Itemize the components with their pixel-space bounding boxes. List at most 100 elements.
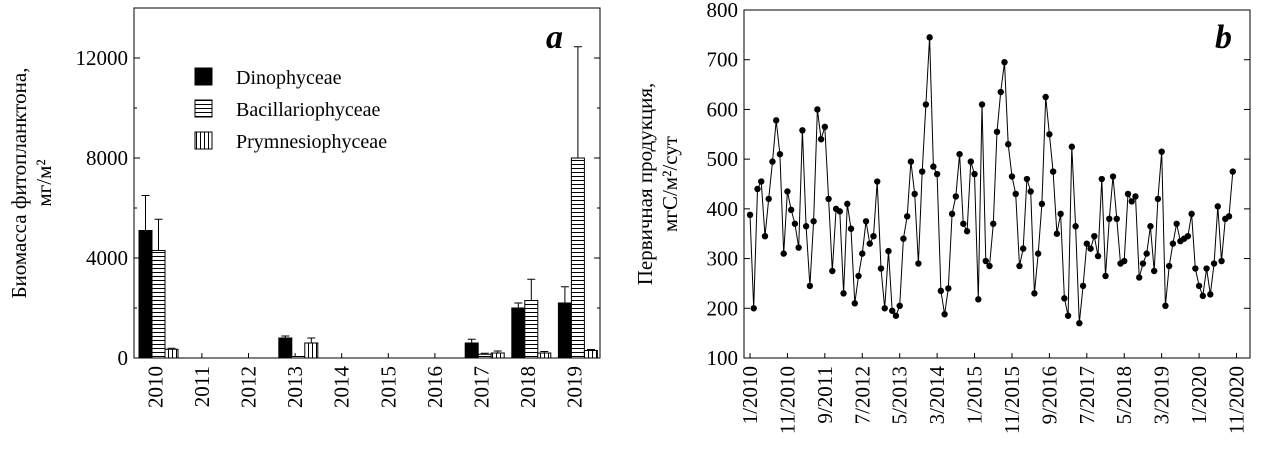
- panel-a-bar: [278, 337, 293, 359]
- panel-a-y-tick-labels: 0 4000 8000 12000: [76, 46, 129, 370]
- panel-b-ytick-label: 100: [707, 346, 739, 370]
- panel-b-y-tick-labels: 100 200 300 400 500 600 700 800: [707, 0, 739, 370]
- panel-a-xtick-label: 2012: [237, 366, 261, 408]
- panel-a-bar: [304, 342, 319, 359]
- panel-b-data-point: [1079, 282, 1087, 290]
- panel-b-data-point: [814, 106, 821, 113]
- panel-b-data-point: [825, 195, 832, 203]
- panel-b-data-point: [1012, 190, 1019, 198]
- panel-b-data-point: [877, 265, 885, 272]
- panel-b-data-point: [840, 290, 847, 297]
- panel-b-data-point: [1076, 320, 1083, 327]
- panel-b-axis-ticks: [744, 9, 1250, 359]
- panel-b-xtick-label: 1/2010: [738, 366, 762, 424]
- panel-b-data-point: [933, 170, 941, 178]
- panel-b-xtick-label: 11/2020: [1225, 366, 1249, 434]
- panel-b-data-point: [784, 188, 791, 195]
- panel-a-letter: a: [546, 19, 563, 56]
- panel-b-data-point: [1143, 250, 1150, 257]
- panel-b-data-point: [1229, 168, 1236, 175]
- panel-b-data-point: [806, 282, 814, 290]
- panel-b-data-point: [1031, 290, 1038, 297]
- panel-b-data-point: [810, 218, 817, 225]
- panel-b-ytick-label: 800: [707, 0, 739, 22]
- panel-b-data-point: [1214, 203, 1222, 210]
- panel-b-data-point: [817, 136, 825, 143]
- panel-a-legend-swatch: [194, 99, 213, 118]
- panel-a-xtick-label: 2018: [516, 366, 540, 408]
- panel-b-data-point: [1188, 210, 1195, 218]
- panel-b-data-point: [986, 262, 993, 270]
- panel-b-data-point: [1162, 302, 1169, 309]
- panel-b-data-point: [758, 178, 765, 185]
- panel-b-data-point: [937, 287, 945, 295]
- panel-b-data-point: [1218, 257, 1225, 265]
- panel-b-data-point: [1139, 260, 1147, 267]
- panel-b-data-point: [963, 228, 971, 235]
- panel-b-data-point: [1053, 230, 1061, 237]
- panel-b-xtick-label: 11/2015: [1000, 366, 1024, 434]
- panel-b-data-point: [990, 220, 997, 227]
- panel-b-data-point: [780, 250, 787, 257]
- panel-b-data-point: [829, 267, 836, 275]
- panel-b-xtick-label: 1/2020: [1187, 366, 1211, 424]
- panel-b-data-point: [1210, 260, 1218, 267]
- panel-b-data-point: [945, 285, 952, 292]
- panel-a-bar: [151, 250, 166, 359]
- panel-b-series-line: [749, 37, 1234, 324]
- panel-b-data-point: [1102, 272, 1109, 280]
- panel-a-bar: [477, 353, 492, 359]
- panel-a-bar: [570, 157, 585, 359]
- panel-a-bar: [291, 356, 306, 359]
- panel-b-data-point: [900, 235, 907, 242]
- panel-b-data-point: [765, 195, 772, 203]
- panel-a-ytick-label: 12000: [76, 46, 129, 70]
- panel-a-legend: Dinophyceae Bacillariophyceae Prymnesiophy…: [194, 67, 387, 153]
- panel-b-data-point: [836, 208, 844, 215]
- panel-b-data-point: [1121, 257, 1128, 265]
- panel-a-bar: [138, 230, 153, 359]
- panel-b-data-point: [1136, 274, 1143, 281]
- panel-b-data-point: [1106, 215, 1113, 222]
- panel-b-data-point: [1169, 240, 1177, 247]
- panel-b-letter: b: [1215, 19, 1232, 56]
- panel-b-data-point: [1038, 200, 1046, 208]
- panel-b-data-point: [922, 101, 930, 108]
- panel-b-data-point: [847, 225, 855, 232]
- panel-b-series: [746, 34, 1236, 327]
- panel-b-data-point: [821, 123, 829, 131]
- panel-b-xtick-label: 7/2017: [1075, 366, 1099, 424]
- panel-b-data-point: [1132, 193, 1139, 200]
- panel-b-data-point: [859, 250, 866, 257]
- panel-b-data-point: [1199, 292, 1207, 300]
- panel-b-data-point: [1019, 245, 1027, 252]
- panel-b-data-point: [769, 158, 776, 165]
- panel-a-ytick-label: 8000: [86, 146, 128, 170]
- panel-b-data-point: [761, 233, 769, 240]
- panel-b-data-point: [956, 150, 963, 158]
- panel-b-data-point: [862, 218, 870, 225]
- panel-b-data-point: [978, 101, 986, 108]
- panel-b-data-point: [1057, 210, 1064, 218]
- panel-b-production-chart: 100 200 300 400 500 600 700 800 1/2010 11/2010 9/…: [633, 0, 1251, 434]
- panel-b-data-point: [907, 158, 915, 165]
- panel-b-data-point: [941, 311, 948, 318]
- panel-b-data-point: [855, 272, 862, 280]
- panel-b-data-point: [1225, 213, 1233, 220]
- panel-b-data-point: [1184, 233, 1192, 240]
- panel-b-data-point: [1001, 59, 1008, 66]
- panel-b-xtick-label: 7/2012: [850, 366, 874, 424]
- panel-b-xtick-label: 5/2013: [888, 366, 912, 424]
- panel-a-xtick-label: 2019: [563, 366, 587, 408]
- panel-b-data-point: [874, 178, 881, 185]
- panel-b-data-point: [1061, 295, 1068, 302]
- panel-a-x-tick-labels: 2010 2011 2012 2013 2014 2015 2016 2017 2018 2019: [143, 366, 586, 409]
- panel-b-data-point: [896, 302, 903, 309]
- panel-b-data-point: [1034, 250, 1042, 257]
- panel-a-xtick-label: 2011: [190, 366, 214, 407]
- panel-b-data-point: [795, 244, 802, 251]
- panel-b-data-point: [1094, 252, 1102, 260]
- panel-b-data-point: [802, 223, 810, 230]
- panel-b-ytick-label: 500: [707, 147, 739, 171]
